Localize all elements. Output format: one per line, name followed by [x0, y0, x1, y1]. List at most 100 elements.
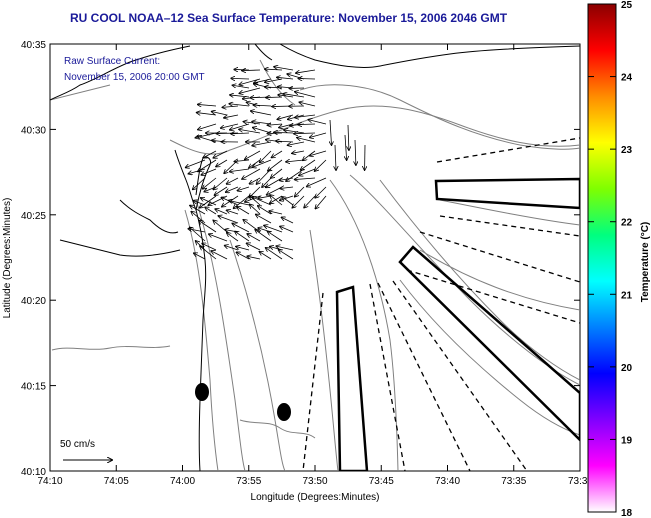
current-vector: [294, 133, 316, 134]
y-axis-label: Latitude (Degrees:Minutes): [2, 198, 13, 319]
contour-line: [184, 209, 219, 471]
current-vector: [282, 197, 294, 206]
current-vector: [267, 133, 283, 134]
current-vector: [204, 186, 217, 192]
current-vector: [232, 223, 250, 233]
current-vector: [188, 168, 206, 174]
transect-lines: [302, 137, 580, 471]
current-vector: [315, 195, 327, 209]
current-vector: [234, 69, 250, 70]
x-tick-label: 74:05: [104, 476, 129, 487]
current-vector: [315, 159, 327, 171]
coastline-long-island: [279, 44, 580, 68]
current-vector: [245, 150, 261, 160]
current-vector: [229, 200, 250, 206]
current-vector: [224, 114, 239, 118]
current-vector: [348, 124, 349, 150]
colorbar-tick-label: 19: [621, 435, 633, 446]
x-tick-label: 74:10: [37, 476, 62, 487]
current-vector: [198, 123, 217, 130]
current-vector: [226, 186, 239, 192]
current-vector: [198, 159, 217, 171]
current-vector: [268, 231, 283, 242]
current-vector: [308, 120, 327, 125]
current-vector: [270, 195, 283, 206]
current-vector: [301, 159, 316, 170]
transect-line: [419, 231, 580, 283]
current-vector: [252, 197, 272, 206]
current-vector: [295, 178, 316, 180]
transect-line: [436, 137, 580, 163]
current-vector: [297, 138, 316, 143]
colorbar: [587, 3, 617, 513]
region-diagonal-box: [398, 245, 580, 442]
contour-line: [309, 229, 339, 471]
y-tick-label: 40:35: [21, 40, 46, 51]
current-vector: [256, 214, 272, 224]
current-vector: [279, 250, 294, 260]
current-vector: [205, 207, 217, 215]
colorbar-ticks: 25 24 23 22 21 20 19 18: [588, 0, 633, 518]
colorbar-tick-label: 23: [621, 145, 633, 156]
x-tick-label: 74:00: [170, 476, 195, 487]
y-tick-label: 40:25: [21, 211, 46, 222]
current-vector: [221, 123, 239, 128]
current-vector: [190, 227, 206, 242]
current-vector: [304, 195, 316, 208]
x-tick-label: 73:40: [435, 476, 460, 487]
y-tick-label: 40:15: [21, 382, 46, 393]
current-vector: [234, 160, 250, 161]
contour-line: [379, 179, 580, 381]
current-vector: [295, 92, 316, 98]
current-vector: [295, 186, 305, 197]
current-vector: [230, 168, 250, 172]
current-vector: [232, 85, 250, 89]
current-vector: [276, 246, 294, 251]
current-vector: [255, 230, 272, 242]
coastline-sandy-hook: [195, 156, 211, 211]
region-south-box: [335, 285, 369, 471]
scale-arrow-label: 50 cm/s: [60, 439, 95, 450]
contour-line: [259, 59, 296, 106]
contour-line: [51, 345, 171, 351]
contour-line: [419, 249, 580, 311]
current-vector: [269, 211, 283, 215]
surface-current-vectors: [186, 67, 365, 259]
y-tick-label: 40:20: [21, 296, 46, 307]
contour-line: [195, 199, 246, 471]
current-vector: [292, 151, 305, 153]
current-vector: [256, 168, 272, 184]
current-vector: [227, 233, 239, 242]
contour-line: [439, 199, 580, 226]
contour-line: [399, 279, 580, 436]
map-content: 50 cm/s: [50, 44, 580, 471]
y-axis-ticks: 40:35 40:30 40:25 40:20 40:15 40:10: [21, 40, 580, 478]
current-vector: [252, 141, 272, 146]
current-vector: [235, 231, 250, 242]
current-vector: [250, 204, 261, 215]
current-vector: [242, 168, 261, 179]
current-vector: [283, 94, 305, 98]
current-vector: [307, 177, 327, 187]
current-vector: [288, 141, 305, 145]
coastline-bay: [59, 199, 181, 257]
current-vector: [298, 124, 316, 125]
current-vector: [190, 205, 206, 215]
current-vector: [280, 226, 294, 233]
current-vector: [249, 177, 261, 184]
current-vector: [194, 253, 206, 260]
station-marker: [277, 403, 291, 421]
colorbar-tick-label: 20: [621, 363, 633, 374]
current-vector: [201, 198, 217, 206]
current-vector: [215, 209, 228, 215]
x-tick-label: 73:45: [369, 476, 394, 487]
current-vector: [253, 105, 272, 106]
current-vector: [186, 159, 206, 168]
current-vector: [268, 159, 283, 171]
transect-line: [406, 269, 580, 324]
current-vector: [310, 150, 327, 156]
current-vector: [218, 216, 239, 224]
current-vector: [277, 77, 294, 79]
x-axis-ticks: 74:10 74:05 74:00 73:55 73:50 73:45 73:40 73:35…: [37, 44, 588, 487]
